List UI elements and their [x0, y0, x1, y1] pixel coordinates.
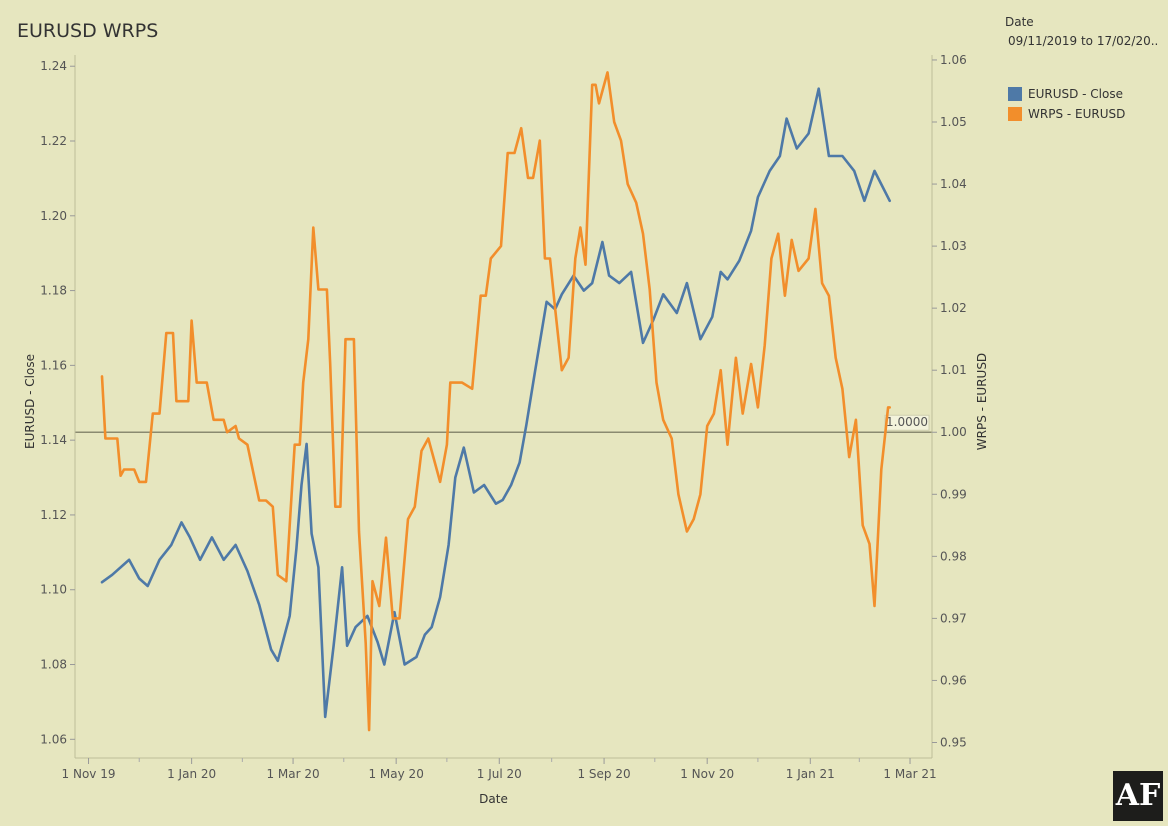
right-axis-tick-label: 1.00: [940, 425, 967, 439]
reference-line-label-box: [884, 414, 930, 431]
series-line-wrps-eurusd: [100, 71, 892, 732]
x-axis-tick-label: 1 Mar 20: [266, 767, 319, 781]
left-axis-tick-label: 1.20: [40, 209, 67, 223]
reference-line-label: 1.0000: [886, 415, 928, 429]
left-axis-tick-label: 1.24: [40, 59, 67, 73]
af-logo-text: AF: [1115, 778, 1161, 813]
left-axis-tick-label: 1.16: [40, 358, 67, 372]
right-axis-tick-label: 1.04: [940, 177, 967, 191]
left-axis-tick-label: 1.22: [40, 134, 67, 148]
x-axis-tick-label: 1 Nov 20: [680, 767, 734, 781]
right-axis-tick-label: 0.99: [940, 487, 967, 501]
legend: EURUSD - Close WRPS - EURUSD: [1008, 84, 1125, 124]
right-axis-title: WRPS - EURUSD: [975, 353, 989, 450]
x-axis-tick-label: 1 Jul 20: [477, 767, 522, 781]
left-axis-tick-label: 1.10: [40, 583, 67, 597]
date-filter-label: Date: [1005, 15, 1034, 29]
left-axis-tick-label: 1.14: [40, 433, 67, 447]
x-axis-tick-label: 1 Sep 20: [577, 767, 630, 781]
legend-label-eurusd-close: EURUSD - Close: [1028, 87, 1123, 101]
series-line-eurusd-close: [100, 87, 892, 719]
legend-swatch-eurusd-close: [1008, 87, 1022, 101]
right-axis-tick-label: 0.97: [940, 611, 967, 625]
left-axis-tick-label: 1.12: [40, 508, 67, 522]
right-axis-tick-label: 0.96: [940, 673, 967, 687]
right-axis-tick-label: 1.01: [940, 363, 967, 377]
right-axis-tick-label: 1.06: [940, 53, 967, 67]
x-axis-tick-label: 1 Jan 20: [167, 767, 216, 781]
left-axis-tick-label: 1.18: [40, 284, 67, 298]
right-axis-tick-label: 1.03: [940, 239, 967, 253]
af-logo: AF: [1113, 771, 1163, 821]
x-axis-tick-label: 1 Jan 21: [786, 767, 835, 781]
left-axis-tick-label: 1.08: [40, 658, 67, 672]
x-axis-title: Date: [479, 792, 508, 806]
right-axis-tick-label: 0.95: [940, 735, 967, 749]
legend-swatch-wrps-eurusd: [1008, 107, 1022, 121]
left-axis-tick-label: 1.06: [40, 732, 67, 746]
x-axis-tick-label: 1 Mar 21: [883, 767, 936, 781]
chart-title: EURUSD WRPS: [17, 20, 159, 42]
legend-label-wrps-eurusd: WRPS - EURUSD: [1028, 107, 1126, 121]
left-axis-title: EURUSD - Close: [23, 354, 37, 449]
x-axis-tick-label: 1 May 20: [368, 767, 423, 781]
legend-item-eurusd-close[interactable]: EURUSD - Close: [1008, 84, 1125, 104]
right-axis-tick-label: 0.98: [940, 549, 967, 563]
x-axis-tick-label: 1 Nov 19: [62, 767, 116, 781]
right-axis-tick-label: 1.02: [940, 301, 967, 315]
date-filter-value[interactable]: 09/11/2019 to 17/02/20..: [1008, 34, 1159, 48]
right-axis-tick-label: 1.05: [940, 115, 967, 129]
legend-item-wrps-eurusd[interactable]: WRPS - EURUSD: [1008, 104, 1125, 124]
